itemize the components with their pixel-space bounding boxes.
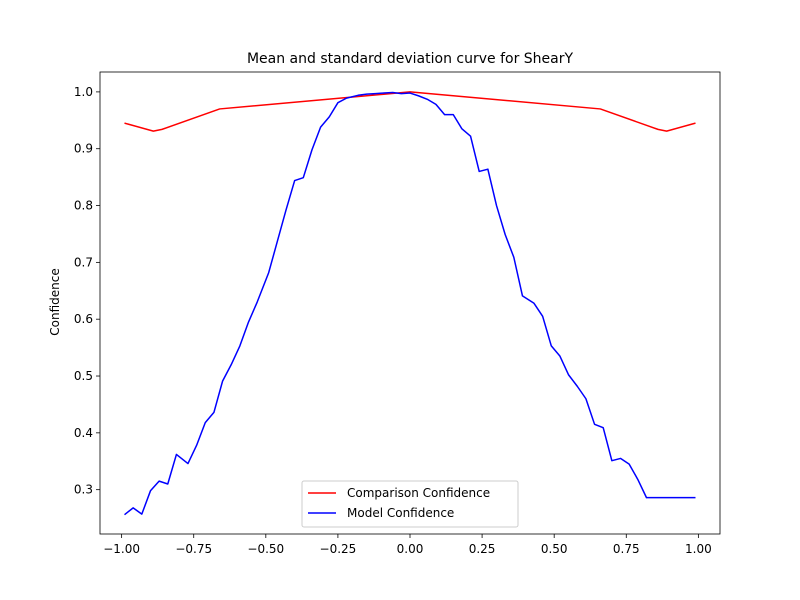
chart-title: Mean and standard deviation curve for Sh… [247, 51, 574, 67]
x-tick-label: 1.00 [685, 542, 712, 556]
x-tick-label: 0.00 [397, 542, 424, 556]
series-layer [124, 91, 696, 516]
legend-box [301, 480, 519, 528]
y-tick-label: 0.3 [74, 483, 93, 497]
x-tick-label: 0.75 [613, 542, 640, 556]
y-tick-label: 1.0 [74, 85, 93, 99]
y-tick-label: 0.4 [74, 426, 93, 440]
series-line-model-confidence [124, 91, 696, 516]
x-tick-label: −1.00 [103, 542, 140, 556]
y-tick-label: 0.8 [74, 199, 93, 213]
x-tick-label: 0.25 [469, 542, 496, 556]
y-tick-label: 0.6 [74, 312, 93, 326]
y-tick-label: 0.5 [74, 369, 93, 383]
plot-background [100, 72, 720, 534]
x-tick-label: 0.50 [541, 542, 568, 556]
x-tick-label: −0.25 [320, 542, 357, 556]
series-line-comparison-confidence [124, 91, 696, 132]
plot-area [100, 72, 720, 534]
legend-label: Comparison Confidence [347, 486, 490, 500]
axes-layer: −1.00 −0.75 −0.50 −0.25 0.00 0.25 0.50 0.75 1.00… [74, 71, 721, 556]
y-tick-label: 0.7 [74, 255, 93, 269]
legend-label: Model Confidence [347, 506, 454, 520]
x-tick-label: −0.50 [247, 542, 284, 556]
y-tick-label: 0.9 [74, 142, 93, 156]
legend: Comparison Confidence Model Confidence [301, 480, 519, 528]
y-axis-label: Confidence [48, 268, 62, 335]
x-tick-label: −0.75 [175, 542, 212, 556]
